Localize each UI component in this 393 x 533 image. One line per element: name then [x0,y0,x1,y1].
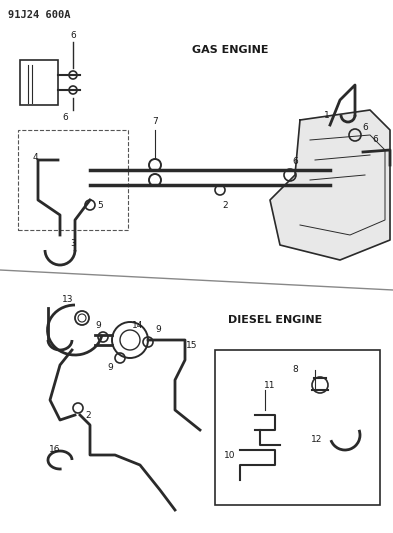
Text: 11: 11 [264,381,276,390]
Text: 2: 2 [85,410,91,419]
Text: 15: 15 [186,341,198,350]
Text: 13: 13 [62,295,74,304]
Text: 1: 1 [324,110,330,119]
Text: GAS ENGINE: GAS ENGINE [192,45,268,55]
Text: 7: 7 [152,117,158,126]
Text: 4: 4 [32,154,38,163]
Text: 12: 12 [311,435,323,445]
Text: 10: 10 [224,450,236,459]
Text: 16: 16 [49,446,61,455]
Text: DIESEL ENGINE: DIESEL ENGINE [228,315,322,325]
Polygon shape [270,110,390,260]
Bar [20,60,58,105]
Text: 9: 9 [155,326,161,335]
Text: 6: 6 [362,124,368,133]
Text: 14: 14 [132,320,144,329]
Text: 6: 6 [62,114,68,123]
Text: 9: 9 [95,320,101,329]
Bar [215,350,380,505]
Text: 2: 2 [222,200,228,209]
Text: 5: 5 [97,200,103,209]
Text: 6: 6 [372,135,378,144]
Text: 91J24 600A: 91J24 600A [8,10,70,20]
Bar [18,130,128,230]
Text: 8: 8 [292,366,298,375]
Text: 6: 6 [70,30,76,39]
Text: 6: 6 [292,157,298,166]
Text: 9: 9 [107,364,113,373]
Text: 3: 3 [70,239,76,248]
